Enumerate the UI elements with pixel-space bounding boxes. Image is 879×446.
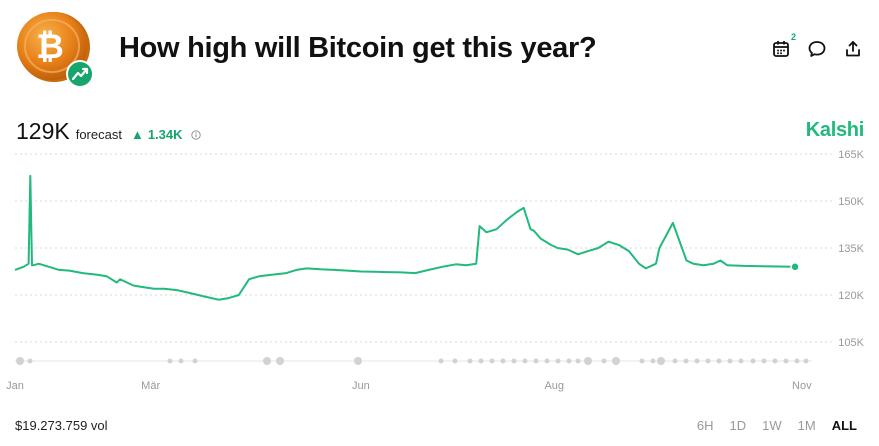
x-tick-label: Mär [141, 380, 160, 392]
scrubber-dot[interactable] [566, 358, 572, 364]
scrubber-dot[interactable] [16, 357, 24, 365]
scrubber-dot[interactable] [489, 358, 495, 364]
scrubber-dot[interactable] [192, 358, 198, 364]
x-tick-label: Jan [6, 380, 24, 392]
scrubber-dot[interactable] [467, 358, 473, 364]
scrubber-dot[interactable] [511, 358, 517, 364]
scrubber-dot[interactable] [657, 357, 665, 365]
current-value-marker [790, 262, 800, 272]
info-button[interactable] [190, 130, 201, 140]
scrubber-dot[interactable] [794, 358, 800, 364]
scrubber-dot[interactable] [354, 357, 362, 365]
y-tick-label: 105K [838, 337, 864, 349]
scrubber-dot[interactable] [727, 358, 733, 364]
scrubber-dot[interactable] [276, 357, 284, 365]
scrubber-dot[interactable] [178, 358, 184, 364]
x-axis: Jan Mär Jun Aug Nov [6, 380, 812, 392]
range-1w[interactable]: 1W [762, 418, 782, 433]
x-tick-label: Jun [352, 380, 370, 392]
forecast-value: 129K [16, 118, 70, 144]
scrubber-dot[interactable] [438, 358, 444, 364]
calendar-button[interactable]: 2 [770, 32, 796, 60]
scrubber-dot[interactable] [500, 358, 506, 364]
page-title: How high will Bitcoin get this year? [119, 32, 597, 64]
scrubber-dot[interactable] [478, 358, 484, 364]
delta-value: 1.34K [147, 127, 183, 142]
scrubber-dot[interactable] [783, 358, 789, 364]
y-tick-label: 120K [838, 290, 864, 302]
range-selector: 6H 1D 1W 1M ALL [697, 418, 857, 433]
scrubber-dot[interactable] [533, 358, 539, 364]
bitcoin-coin-icon: ₿ [17, 12, 94, 88]
scrubber-dot[interactable] [716, 358, 722, 364]
calendar-badge: 2 [790, 32, 796, 42]
bitcoin-logo: ₿ [14, 10, 94, 90]
forecast-line [14, 174, 796, 301]
calendar-icon [773, 41, 789, 57]
scrubber-dot[interactable] [575, 358, 581, 364]
info-icon [190, 130, 201, 140]
y-axis: 105K 120K 135K 150K 165K [838, 149, 864, 349]
share-button[interactable] [842, 38, 864, 60]
scrubber-dot[interactable] [639, 358, 645, 364]
scrubber-dot[interactable] [584, 357, 592, 365]
range-6h[interactable]: 6H [696, 418, 714, 433]
scrubber-dot[interactable] [683, 358, 689, 364]
scrubber-dot[interactable] [705, 358, 711, 364]
scrubber-dot[interactable] [761, 358, 767, 364]
range-1d[interactable]: 1D [729, 418, 747, 433]
chart-grid [15, 153, 832, 343]
page-header: ₿ How high will Bitcoin get this year? 2 [14, 10, 864, 90]
scrubber-dot[interactable] [738, 358, 744, 364]
scrubber-dot[interactable] [750, 358, 756, 364]
x-tick-label: Aug [544, 380, 564, 392]
y-tick-label: 150K [838, 196, 864, 208]
header-actions: 2 [770, 32, 864, 60]
scrubber-dot[interactable] [27, 358, 33, 364]
scrubber-dot[interactable] [522, 358, 528, 364]
range-all[interactable]: ALL [831, 418, 857, 433]
brand-logo: Kalshi [805, 119, 865, 141]
scrubber-dot[interactable] [694, 358, 700, 364]
x-tick-label: Nov [792, 380, 812, 392]
forecast-label: forecast [75, 127, 122, 142]
scrubber-dot[interactable] [772, 358, 778, 364]
scrubber-dot[interactable] [612, 357, 620, 365]
scrubber-dot[interactable] [672, 358, 678, 364]
scrubber-dot[interactable] [803, 358, 809, 364]
range-1m[interactable]: 1M [797, 418, 816, 433]
y-tick-label: 135K [838, 243, 864, 255]
forecast-stats: 129K forecast ▲ 1.34K [16, 118, 201, 145]
scrubber-dot[interactable] [601, 358, 607, 364]
comment-icon [808, 41, 826, 57]
scrubber-dot[interactable] [263, 357, 271, 365]
timeline-scrubber[interactable] [15, 357, 812, 365]
price-chart[interactable]: 105K 120K 135K 150K 165K Jan Mär Jun Aug Nov [0, 140, 879, 395]
forecast-delta: ▲ 1.34K [131, 127, 183, 142]
delta-up-icon: ▲ [130, 127, 144, 142]
y-tick-label: 165K [838, 149, 864, 161]
scrubber-dot[interactable] [167, 358, 173, 364]
scrubber-dot[interactable] [555, 358, 561, 364]
scrubber-dot[interactable] [452, 358, 458, 364]
series-layer [14, 174, 800, 301]
logo-letter: ₿ [36, 28, 64, 66]
volume-label: $19.273.759 vol [15, 418, 108, 433]
share-icon [846, 41, 860, 57]
scrubber-dot[interactable] [544, 358, 550, 364]
comment-button[interactable] [806, 38, 828, 60]
scrubber-dot[interactable] [650, 358, 656, 364]
